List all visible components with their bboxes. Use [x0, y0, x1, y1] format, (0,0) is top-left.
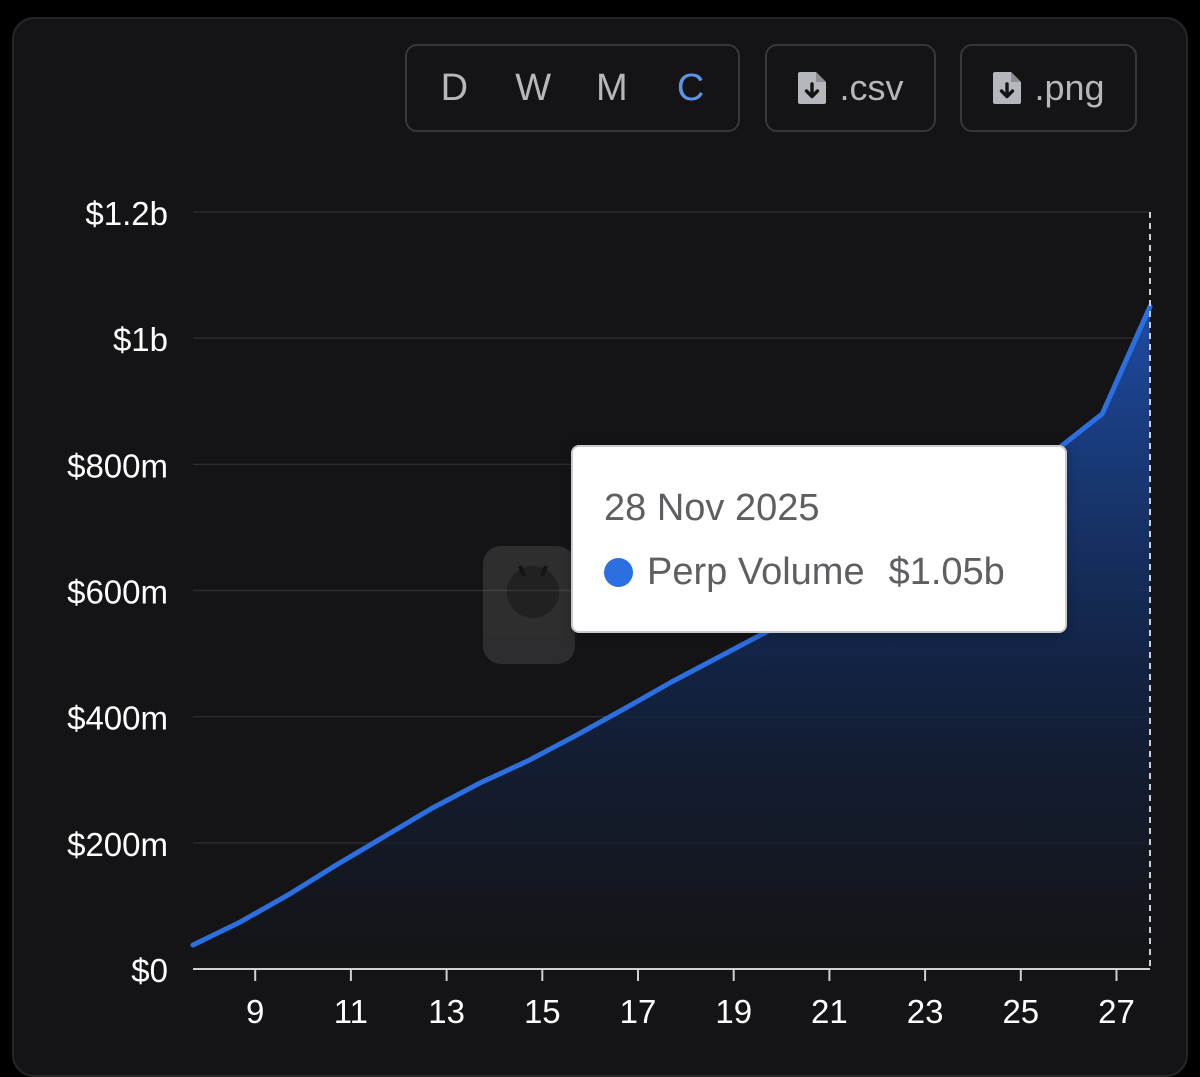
download-png-button[interactable]: .png	[960, 44, 1137, 132]
tooltip-series-name: Perp Volume	[647, 551, 865, 593]
period-day-tab[interactable]: D	[440, 66, 469, 109]
x-tick-label: 27	[1098, 993, 1135, 1030]
chart-tooltip: 28 Nov 2025 Perp Volume $1.05b	[571, 445, 1067, 633]
series-dot-icon	[604, 558, 633, 587]
x-tick-label: 17	[620, 993, 657, 1030]
y-tick-label: $200m	[67, 826, 168, 863]
tooltip-row: Perp Volume $1.05b	[604, 551, 1005, 594]
x-tick-label: 11	[334, 993, 368, 1030]
file-download-icon	[797, 71, 827, 105]
tooltip-date: 28 Nov 2025	[604, 487, 820, 529]
y-tick-label: $600m	[67, 574, 168, 611]
period-week-tab[interactable]: W	[515, 66, 552, 109]
csv-label: .csv	[839, 67, 904, 108]
y-tick-label: $800m	[67, 447, 168, 484]
period-month-tab[interactable]: M	[596, 66, 628, 109]
x-tick-label: 13	[428, 993, 465, 1030]
y-tick-label: $1.2b	[85, 195, 168, 232]
tooltip-value: $1.05b	[888, 551, 1005, 593]
x-tick-label: 25	[1002, 993, 1039, 1030]
y-tick-label: $1b	[113, 321, 168, 358]
y-tick-label: $400m	[67, 700, 168, 737]
y-tick-label: $0	[131, 952, 168, 989]
x-tick-label: 23	[907, 993, 944, 1030]
series-area-fill	[193, 306, 1150, 970]
download-csv-button[interactable]: .csv	[765, 44, 936, 132]
period-cumulative-tab[interactable]: C	[676, 66, 705, 109]
x-tick-label: 9	[246, 993, 264, 1030]
x-tick-label: 21	[811, 993, 848, 1030]
file-download-icon	[992, 71, 1022, 105]
png-label: .png	[1034, 67, 1105, 108]
defillama-logo	[483, 546, 575, 664]
x-tick-label: 19	[715, 993, 752, 1030]
x-tick-label: 15	[524, 993, 561, 1030]
period-selector[interactable]: D W M C	[405, 44, 740, 132]
